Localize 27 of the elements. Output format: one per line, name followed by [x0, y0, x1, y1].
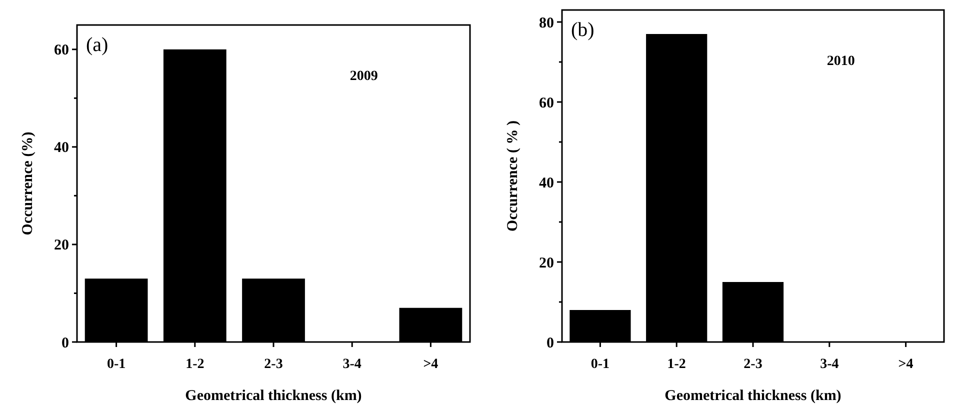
x-tick-label: 1-2	[186, 357, 204, 372]
y-axis-title: Occurrence (%)	[20, 132, 36, 236]
y-tick-label: 20	[54, 238, 69, 254]
x-tick-label: >4	[898, 357, 914, 372]
y-axis-title: Occurrence ( % )	[505, 120, 521, 232]
y-tick-label: 40	[539, 175, 554, 192]
y-tick-label: 0	[546, 335, 554, 352]
y-tick-label: 20	[539, 255, 554, 272]
annotation: 2009	[350, 69, 378, 84]
annotation: 2010	[826, 54, 855, 69]
y-tick-label: 40	[54, 140, 69, 156]
x-tick-label: 2-3	[264, 357, 283, 372]
x-tick-label: 3-4	[342, 357, 362, 372]
x-axis-title: Geometrical thickness (km)	[664, 388, 842, 404]
x-tick-label: 3-4	[820, 357, 839, 372]
annotation: (b)	[571, 19, 594, 41]
y-tick-label: 60	[54, 42, 69, 59]
annotation: (a)	[86, 34, 108, 56]
x-tick-label: 1-2	[667, 357, 686, 372]
x-axis-title: Geometrical thickness (km)	[185, 388, 362, 404]
x-tick-label: 2-3	[744, 357, 762, 372]
y-tick-label: 0	[62, 335, 69, 352]
y-tick-label: 80	[539, 15, 554, 32]
x-tick-label: >4	[423, 357, 438, 372]
x-tick-label: 0-1	[106, 357, 126, 372]
y-tick-label: 60	[539, 95, 554, 112]
x-tick-label: 0-1	[590, 357, 610, 372]
